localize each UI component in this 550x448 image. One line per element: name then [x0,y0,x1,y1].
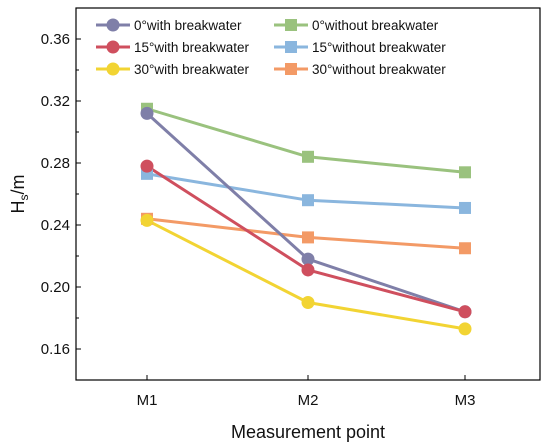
y-tick-label: 0.24 [41,217,70,234]
legend-label: 15°with breakwater [134,40,249,55]
legend-marker [106,62,120,76]
data-point [302,194,314,207]
data-point [301,296,315,309]
legend-label: 0°with breakwater [134,18,242,33]
legend-marker [106,18,120,32]
y-tick-label: 0.20 [41,279,70,296]
legend-marker [285,63,297,75]
data-point [302,231,314,244]
x-tick-label: M2 [298,392,319,409]
y-tick-label: 0.36 [41,31,70,48]
data-point [459,166,471,179]
data-point [459,242,471,255]
legend-label: 0°without breakwater [312,18,439,33]
legend: 0°with breakwater 0°without breakwater 15°… [96,18,446,77]
legend-marker [285,41,297,53]
data-point [302,150,314,163]
data-point [301,252,315,266]
series-lines [145,107,466,331]
legend-label: 30°with breakwater [134,62,249,77]
y-tick-label: 0.28 [41,155,70,172]
legend-marker [285,19,297,31]
x-axis-title: Measurement point [231,422,385,442]
series-line [145,112,466,314]
data-point [140,213,154,227]
series-markers [140,102,472,336]
x-tick-label: M1 [137,392,158,409]
legend-label: 30°without breakwater [312,62,446,77]
y-axis-title-main: H [8,201,28,214]
data-point [458,322,472,336]
data-point [140,159,154,173]
y-tick-label: 0.32 [41,93,70,110]
legend-label: 15°without breakwater [312,40,446,55]
y-tick-label: 0.16 [41,341,70,358]
y-axis-title-unit: /m [8,175,28,195]
legend-marker [106,40,120,54]
y-axis-title-subscript: s [17,195,31,201]
axes: 0.16 0.20 0.24 0.28 0.32 0.36 M1 M2 M3 [41,31,476,409]
data-point [301,263,315,277]
x-tick-label: M3 [455,392,476,409]
data-point [459,201,471,214]
data-point [140,106,154,120]
data-point [458,305,472,319]
y-axis-title: Hs/m [8,175,31,214]
